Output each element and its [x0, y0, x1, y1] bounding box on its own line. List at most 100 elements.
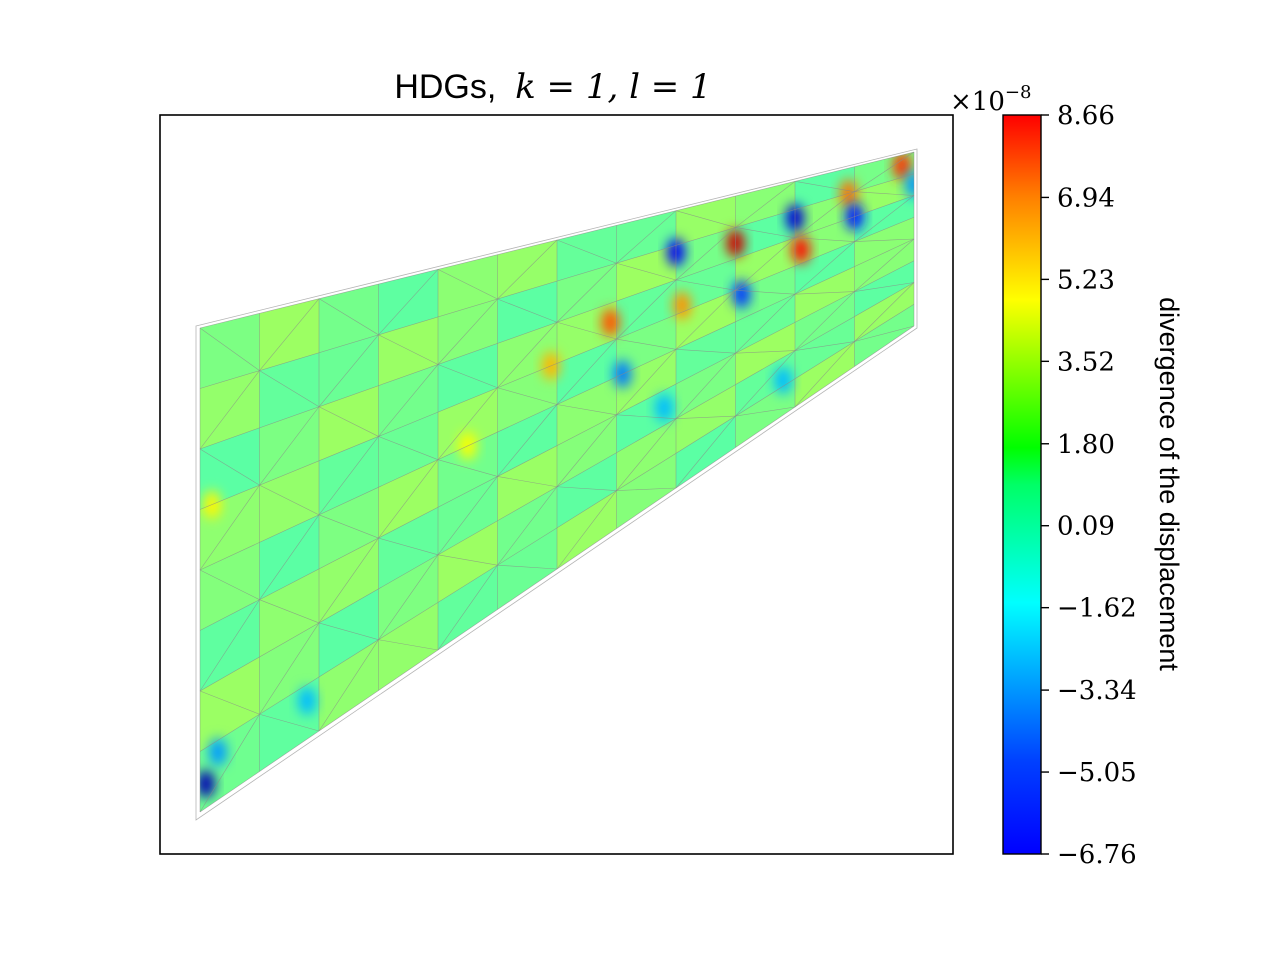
mesh-edge: [437, 554, 498, 566]
mesh-cell: [378, 602, 438, 691]
mesh-edge: [318, 298, 379, 336]
mesh-edge: [735, 350, 796, 354]
mesh-cell: [735, 322, 795, 385]
mesh-cell: [616, 314, 676, 377]
mesh-edge: [616, 279, 677, 340]
mesh-cell: [497, 445, 557, 521]
mesh-edge: [437, 364, 498, 389]
mesh-edge: [437, 459, 498, 477]
mesh-cell: [676, 196, 736, 246]
mesh-edge: [497, 486, 558, 566]
colorbar-multiplier: ×10−8: [950, 82, 1031, 117]
mesh-edge: [318, 406, 379, 437]
mesh-cell: [735, 209, 795, 259]
mesh-edge: [378, 639, 439, 651]
mesh-edge: [199, 173, 915, 389]
mesh-edge: [199, 448, 260, 486]
mesh-hotspot: [732, 280, 751, 309]
mesh-cell: [378, 412, 438, 488]
mesh-edge: [437, 298, 498, 365]
mesh-cell: [557, 452, 617, 528]
mesh-edge: [318, 334, 379, 407]
mesh-edge: [497, 239, 558, 300]
mesh-edge: [199, 484, 260, 571]
mesh-edge: [735, 293, 796, 354]
mesh-edge: [259, 599, 320, 624]
mesh-cell: [735, 265, 795, 322]
mesh-edge: [675, 279, 736, 291]
mesh-hotspot: [774, 366, 793, 395]
mesh-edge: [259, 484, 320, 516]
mesh-edge: [735, 237, 796, 291]
mesh-edge: [318, 436, 379, 516]
mesh-edge: [735, 350, 796, 417]
mesh-cell: [319, 487, 379, 569]
mesh-edge: [378, 459, 439, 539]
mesh-edge: [854, 191, 915, 196]
mesh-edge: [378, 269, 439, 336]
mesh-edge: [854, 282, 915, 342]
colorbar-tick-label: 0.09: [1057, 512, 1115, 542]
colorbar-tick-label: −1.62: [1057, 594, 1137, 624]
mesh-edge: [616, 210, 677, 264]
mesh-cell: [557, 301, 617, 364]
mesh-edge: [259, 622, 320, 715]
mesh-hotspot: [601, 308, 620, 337]
mesh-edge: [794, 291, 855, 351]
mesh-cell: [616, 453, 676, 529]
colorbar-multiplier-exponent: −8: [1005, 82, 1032, 103]
mesh-hotspot: [893, 152, 912, 181]
mesh-edge: [794, 237, 855, 242]
mesh-edge: [259, 370, 320, 408]
mesh-edge: [378, 554, 439, 640]
plot-frame: [159, 114, 954, 855]
colorbar-tick-label: 5.23: [1057, 265, 1115, 295]
mesh-cell: [259, 568, 319, 657]
mesh-cell: [795, 216, 855, 266]
mesh-edge: [318, 639, 379, 732]
mesh-edge: [556, 321, 617, 340]
mesh-edge: [199, 216, 915, 510]
mesh-edge: [199, 303, 915, 752]
mesh-hotspot: [655, 393, 674, 422]
mesh-cell: [497, 363, 557, 433]
mesh-edge: [378, 537, 439, 556]
mesh-edge: [616, 338, 677, 350]
mesh-edge: [675, 352, 736, 419]
mesh-edge: [437, 269, 498, 300]
mesh-edge: [259, 298, 320, 371]
colorbar: [1002, 114, 1042, 855]
mesh-edge: [259, 713, 320, 732]
colorbar-tick-label: 3.52: [1057, 347, 1115, 377]
mesh-edge: [556, 414, 617, 487]
mesh-edge: [675, 415, 736, 489]
mesh-edge: [794, 291, 855, 295]
mesh-edge: [497, 298, 558, 323]
mesh-cell: [676, 258, 736, 315]
mesh-edge: [497, 564, 558, 570]
mesh-edge: [556, 338, 617, 405]
chart-title-prefix: HDGs,: [394, 68, 496, 106]
mesh-edge: [616, 414, 677, 419]
mesh-cell: [557, 376, 617, 446]
mesh-hotspot: [298, 686, 317, 715]
colorbar-tick-label: −6.76: [1057, 840, 1137, 870]
mesh-lines: [195, 148, 918, 821]
mesh-edge: [616, 262, 677, 281]
mesh-cell: [378, 316, 438, 386]
mesh-edge: [259, 514, 320, 600]
mesh-cell: [319, 588, 379, 677]
mesh-cell: [200, 427, 260, 510]
mesh-hotspot: [200, 769, 215, 798]
mesh-cell: [676, 321, 736, 384]
mesh-edge: [794, 341, 855, 408]
mesh-edge: [497, 404, 558, 477]
mesh-field: [200, 152, 914, 812]
mesh-cell: [854, 304, 914, 367]
mesh-edge: [318, 537, 379, 624]
mesh-edge: [675, 415, 736, 419]
colorbar-label: divergence of the displacement: [1154, 297, 1184, 671]
mesh-edge: [259, 406, 320, 486]
mesh-edge: [616, 349, 677, 416]
